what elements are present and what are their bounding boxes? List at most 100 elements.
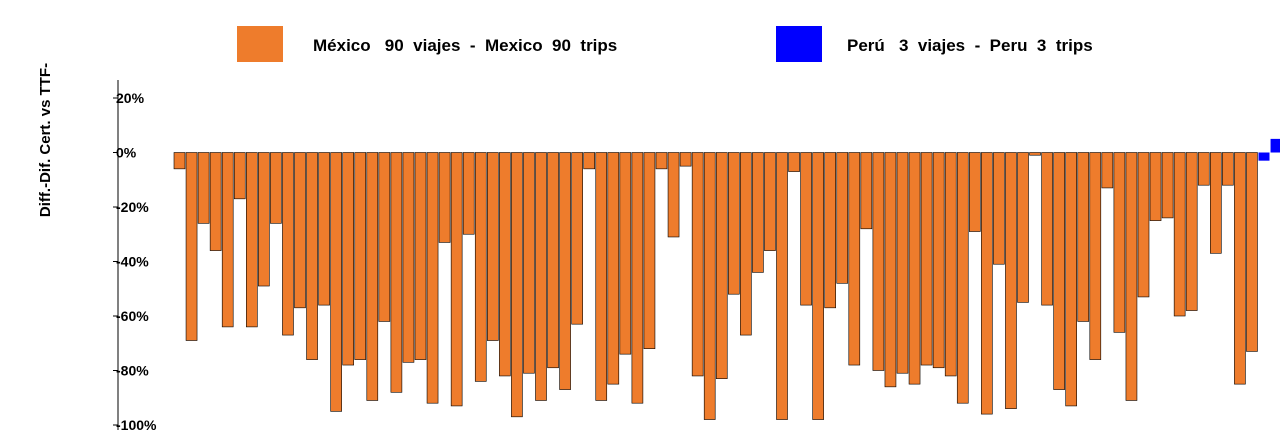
- bar-mexico: [221, 152, 234, 328]
- bar-mexico: [173, 152, 186, 170]
- bar-mexico: [727, 152, 740, 295]
- bar-mexico: [1222, 152, 1234, 186]
- bar-mexico: [764, 152, 776, 251]
- bar-mexico: [1101, 152, 1114, 189]
- bar-mexico: [1005, 152, 1017, 409]
- bar-mexico: [703, 152, 716, 420]
- bar-mexico: [1185, 152, 1198, 311]
- bar-mexico: [1089, 152, 1102, 360]
- bar-mexico: [944, 152, 957, 377]
- bar-mexico: [848, 152, 861, 366]
- bar-mexico: [1173, 152, 1186, 317]
- bar-peru: [1258, 152, 1270, 161]
- bar-mexico: [1149, 152, 1162, 221]
- bar-mexico: [246, 152, 258, 328]
- bar-mexico: [691, 152, 704, 377]
- bar-mexico: [378, 152, 391, 322]
- bar-mexico: [390, 152, 403, 393]
- bar-mexico: [896, 152, 909, 374]
- bar-mexico: [740, 152, 752, 336]
- bar-mexico: [1161, 152, 1174, 219]
- bar-mexico: [583, 152, 596, 170]
- bar-mexico: [1137, 152, 1150, 298]
- bar-mexico: [715, 152, 728, 379]
- bar-mexico: [1113, 152, 1126, 333]
- bar-mexico: [523, 152, 535, 374]
- y-tick-label: 20%: [116, 90, 145, 106]
- y-axis-title: Diff.-Dif. Cert. vs TTF-: [37, 63, 54, 217]
- bar-mexico: [872, 152, 885, 371]
- bar-mexico: [511, 152, 523, 418]
- bar-mexico: [438, 152, 451, 243]
- y-tick-label: -80%: [116, 363, 149, 379]
- bar-mexico: [1065, 152, 1077, 407]
- bar-mexico: [679, 152, 692, 167]
- bar-mexico: [294, 152, 306, 309]
- bar-mexico: [330, 152, 342, 412]
- bar-mexico: [233, 152, 246, 200]
- legend-label-mexico: México 90 viajes - Mexico 90 trips: [313, 36, 617, 55]
- bars: [173, 138, 1280, 420]
- bar-mexico: [486, 152, 499, 341]
- bar-mexico: [655, 152, 668, 170]
- bar-mexico: [824, 152, 837, 309]
- bar-mexico: [860, 152, 873, 230]
- bar-mexico: [631, 152, 644, 404]
- bar-mexico: [1017, 152, 1029, 303]
- bar-mexico: [571, 152, 583, 325]
- bar-mexico: [282, 152, 294, 336]
- bar-mexico: [800, 152, 812, 306]
- bar-mexico: [547, 152, 559, 369]
- bar-mexico: [270, 152, 282, 224]
- bar-mexico: [884, 152, 897, 388]
- y-tick-label: -40%: [116, 254, 149, 270]
- bar-mexico: [197, 152, 210, 224]
- bar-mexico: [1053, 152, 1065, 390]
- bar-mexico: [619, 152, 632, 355]
- bar-mexico: [920, 152, 933, 366]
- bar-mexico: [981, 152, 993, 415]
- bar-mexico: [414, 152, 427, 360]
- bar-mexico: [318, 152, 330, 306]
- bar-mexico: [752, 152, 764, 273]
- bar-mexico: [776, 152, 788, 420]
- bar-mexico: [450, 152, 463, 407]
- y-tick-label: -100%: [116, 417, 157, 433]
- bar-mexico: [836, 152, 849, 284]
- bar-mexico: [462, 152, 475, 235]
- bar-mexico: [185, 152, 198, 341]
- bar-mexico: [1246, 152, 1258, 352]
- bar-peru: [1270, 138, 1280, 153]
- bar-mexico: [1077, 152, 1090, 322]
- bar-mexico: [342, 152, 355, 366]
- bar-mexico: [559, 152, 571, 390]
- y-ticks: 20% 0% -20% -40% -60% -80% -100%: [113, 90, 157, 433]
- y-axis-label: Diff.-Dif. Cert. vs TTF-: [37, 63, 54, 217]
- bar-mexico: [426, 152, 439, 404]
- bar-mexico: [535, 152, 547, 401]
- bar-mexico: [354, 152, 367, 360]
- bar-mexico: [1029, 152, 1041, 156]
- bar-mexico: [607, 152, 620, 385]
- legend-swatch-peru: [776, 26, 822, 62]
- bar-mexico: [499, 152, 511, 377]
- bar-mexico: [643, 152, 656, 349]
- bar-mexico: [667, 152, 680, 238]
- bar-mexico: [595, 152, 608, 401]
- legend-label-peru: Perú 3 viajes - Peru 3 trips: [847, 36, 1093, 55]
- bar-mexico: [258, 152, 270, 287]
- bar-mexico: [366, 152, 379, 401]
- bar-mexico: [1197, 152, 1210, 186]
- legend: México 90 viajes - Mexico 90 trips Perú …: [237, 26, 1093, 62]
- bar-mexico: [812, 152, 824, 420]
- bar-mexico: [1234, 152, 1246, 385]
- bar-mexico: [956, 152, 969, 404]
- bar-mexico: [402, 152, 415, 363]
- y-tick-label: 0%: [116, 145, 137, 161]
- bar-mexico: [908, 152, 921, 385]
- bar-mexico: [209, 152, 222, 251]
- bar-mexico: [474, 152, 487, 382]
- bar-mexico: [306, 152, 318, 360]
- bar-mexico: [932, 152, 945, 369]
